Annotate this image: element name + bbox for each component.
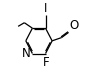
Text: O: O (69, 19, 78, 32)
Text: N: N (22, 47, 31, 60)
Text: I: I (44, 2, 47, 15)
Text: F: F (43, 56, 50, 69)
